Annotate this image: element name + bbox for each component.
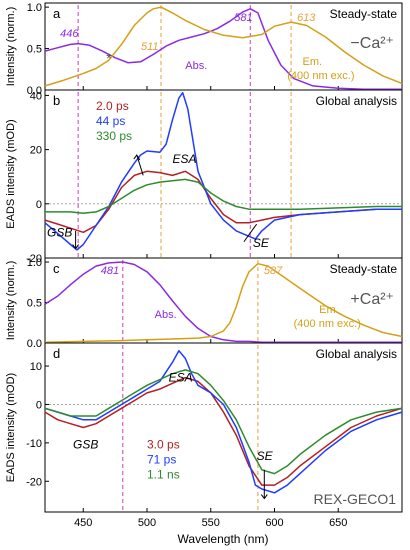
legend-entry: 2.0 ps	[96, 99, 129, 113]
x-axis-label: Wavelength (nm)	[178, 532, 269, 546]
series-line	[44, 91, 402, 251]
y-tick-label: -20	[26, 476, 42, 488]
panel-b: -20 0 20 40 EADS intensity (mOD) b Global anal…	[5, 89, 403, 265]
em-excitation-label: (400 nm exc.)	[287, 70, 354, 82]
panel-frame	[44, 342, 403, 513]
x-tick-label: 650	[329, 517, 347, 529]
series-line	[44, 6, 403, 87]
x-tick-label: 550	[202, 517, 220, 529]
protein-name: REX-GECO1	[314, 491, 397, 507]
panel-title: Steady-state	[330, 7, 398, 21]
panel-letter: c	[53, 261, 60, 276]
peak-label: 581	[234, 12, 252, 24]
series-line	[44, 369, 403, 475]
y-axis-label: EADS intensity (mOD)	[5, 119, 17, 228]
y-tick-label: -20	[26, 253, 42, 265]
esa-label: ESA	[169, 370, 193, 384]
series-line	[44, 262, 403, 343]
panel-letter: a	[53, 6, 61, 21]
series-line	[44, 261, 402, 343]
series-line	[44, 349, 403, 494]
y-tick-label: 0.5	[27, 298, 42, 310]
y-tick-label: 20	[30, 145, 42, 157]
panel-title: Global analysis	[316, 347, 397, 361]
arrow-head	[260, 494, 268, 500]
calcium-condition: −Ca²⁺	[350, 35, 394, 52]
y-axis-label: EADS intensity (mOD)	[5, 373, 17, 482]
series-line	[44, 170, 402, 234]
legend-entry: 3.0 ps	[147, 438, 180, 452]
peak-label: 587	[264, 265, 283, 277]
panel-letter: d	[53, 346, 60, 361]
y-tick-label: 0.0	[27, 338, 42, 350]
peak-label: 511	[141, 41, 159, 53]
panel-a: 0.0 0.5 1.0 Intensity (norm.) a Steady-state 4…	[5, 2, 403, 97]
panel-d: -20 -10 0 10 450 500 550 600 650 EADS intensity (…	[5, 342, 403, 529]
x-tick-label: 500	[138, 517, 156, 529]
abs-label: Abs.	[185, 60, 207, 72]
series-line	[44, 8, 402, 90]
em-label: Em.	[319, 304, 339, 316]
legend-entry: 1.1 ns	[147, 468, 180, 482]
y-tick-label: 40	[30, 90, 42, 102]
esa-label: ESA	[173, 152, 197, 166]
y-tick-label: -10	[26, 438, 42, 450]
arrow-esa	[136, 154, 144, 176]
panel-title: Steady-state	[330, 262, 398, 276]
x-tick-label: 450	[74, 517, 92, 529]
y-tick-label: 0.5	[27, 44, 42, 56]
y-tick-label: 1.0	[27, 2, 42, 14]
calcium-condition: +Ca²⁺	[350, 291, 394, 308]
series-line	[45, 178, 402, 215]
gsb-label: GSB	[47, 225, 72, 239]
em-label: Em.	[303, 56, 323, 68]
y-axis-label: Intensity (norm.)	[5, 261, 17, 340]
arrow-head	[72, 244, 79, 250]
peak-label: 446	[60, 28, 79, 40]
series-line	[44, 376, 403, 486]
panel-title: Global analysis	[316, 94, 397, 108]
abs-label: Abs.	[155, 309, 177, 321]
x-tick-label: 600	[265, 517, 283, 529]
peak-label: 613	[297, 12, 316, 24]
se-label: SE	[257, 449, 274, 463]
legend-entry: 330 ps	[96, 129, 132, 143]
se-label: SE	[253, 236, 270, 250]
y-tick-label: 1.0	[27, 257, 42, 269]
peak-label: 481	[101, 265, 119, 277]
y-tick-label: 10	[30, 361, 42, 373]
y-tick-label: 0.0	[27, 85, 42, 97]
panel-letter: b	[53, 93, 60, 108]
gsb-label: GSB	[73, 438, 98, 452]
arrow-se	[243, 223, 258, 243]
arrow-head	[133, 154, 141, 161]
y-tick-label: 0	[36, 199, 42, 211]
asterisk: *	[106, 50, 112, 66]
y-tick-label: 0	[36, 399, 42, 411]
panel-c: 0.0 0.5 1.0 Intensity (norm.) c Steady-state 4…	[5, 257, 403, 350]
legend-entry: 44 ps	[96, 114, 125, 128]
em-excitation-label: (400 nm exc.)	[294, 318, 361, 330]
y-axis-label: Intensity (norm.)	[5, 7, 17, 86]
legend-entry: 71 ps	[147, 453, 176, 467]
panels: 0.0 0.5 1.0 Intensity (norm.) a Steady-state 4…	[5, 2, 403, 529]
